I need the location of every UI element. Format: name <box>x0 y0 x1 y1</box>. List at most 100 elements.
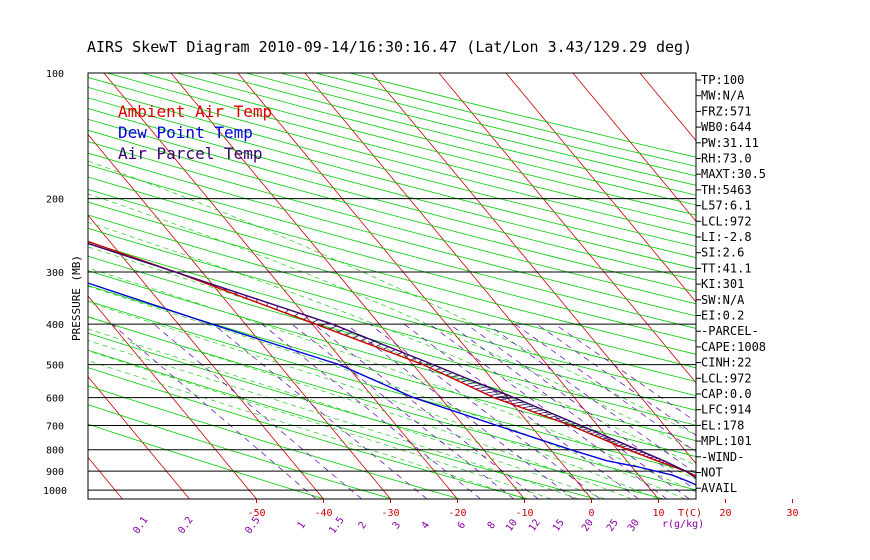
index-label: MAXT:30.5 <box>701 167 766 181</box>
dry-adiabat-line <box>88 129 696 293</box>
index-label: TH:5463 <box>701 183 752 197</box>
bottom-temp-label: 30 <box>786 508 798 519</box>
mixing-ratio-label: 0.2 <box>176 515 195 536</box>
isotherm-line <box>572 73 696 222</box>
cape-hatch <box>382 346 389 350</box>
index-label: KI:301 <box>701 277 744 291</box>
cape-hatch <box>522 405 534 409</box>
index-label: FRZ:571 <box>701 104 752 118</box>
dry-adiabat-line <box>88 270 696 442</box>
mixing-ratio-label: 4 <box>420 520 432 531</box>
dry-adiabat-line <box>88 404 393 499</box>
index-label: LCL:972 <box>701 371 752 385</box>
pressure-tick-label: 400 <box>46 320 64 331</box>
isotherm-line <box>304 73 659 499</box>
index-label: LFC:914 <box>701 403 752 417</box>
mixing-ratio-label: 20 <box>580 517 596 533</box>
cape-hatch <box>489 392 504 396</box>
pressure-tick-label: 200 <box>46 195 64 206</box>
isotherm-line <box>88 376 190 499</box>
dry-adiabat-line <box>88 97 696 259</box>
mixing-ratio-line <box>536 323 696 436</box>
mixing-ratio-line <box>213 323 428 499</box>
index-label: -WIND- <box>701 450 744 464</box>
cape-hatch <box>311 319 319 324</box>
index-label: TT:41.1 <box>701 261 752 275</box>
isotherm-line <box>88 456 123 499</box>
mixing-ratio-label: 8 <box>486 520 498 531</box>
mixing-ratio-label: 2 <box>357 520 369 531</box>
dewpoint-line <box>88 282 696 486</box>
bottom-temp-label: -40 <box>314 508 332 519</box>
pressure-tick-label: 100 <box>46 69 64 80</box>
index-label: CINH:22 <box>701 356 752 370</box>
cape-hatch <box>445 372 454 376</box>
dry-adiabat-line <box>88 255 696 426</box>
legend: Ambient Air Temp Dew Point Temp Air Parcel… <box>118 102 272 163</box>
mixing-ratio-label: 30 <box>626 517 642 533</box>
legend-entry: Ambient Air Temp <box>118 102 272 121</box>
index-label: L57:6.1 <box>701 199 752 213</box>
dry-adiabat-line <box>88 227 696 397</box>
index-label: MPL:101 <box>701 434 752 448</box>
bottom-temp-label: -50 <box>247 508 265 519</box>
cape-hatch <box>511 401 525 405</box>
cape-hatch <box>294 312 299 317</box>
mixing-ratio-label: 15 <box>551 517 567 533</box>
cape-hatch <box>440 369 448 374</box>
dry-adiabat-line <box>88 108 696 270</box>
dry-adiabat-line <box>88 385 461 499</box>
sounding-data <box>88 240 696 486</box>
pressure-tick-label: 600 <box>46 394 64 405</box>
mixing-ratio-line <box>369 323 601 499</box>
index-label: WB0:644 <box>701 120 752 134</box>
index-label: -PARCEL- <box>701 324 759 338</box>
mixing-ratio-line <box>261 323 481 499</box>
mixing-ratio-label: 6 <box>456 520 468 531</box>
isotherm-line <box>170 73 525 499</box>
dry-adiabat-line <box>88 214 696 383</box>
pressure-tick-label: 500 <box>46 361 64 372</box>
index-label: SI:2.6 <box>701 246 744 260</box>
cape-hatch <box>475 386 488 390</box>
cape-hatch <box>484 390 499 394</box>
dry-adiabat-line <box>88 285 696 457</box>
cape-hatch <box>435 367 442 371</box>
index-label: TP:100 <box>701 73 744 87</box>
cape-hatch <box>360 337 368 342</box>
dry-adiabat-line <box>88 86 696 248</box>
mixing-ratio-label: 3 <box>391 520 403 531</box>
isotherm-line <box>371 73 696 465</box>
mixing-ratio-line <box>554 323 696 423</box>
index-label: EL:178 <box>701 418 744 432</box>
index-label: NOT <box>701 466 723 480</box>
isotherm-line <box>88 295 257 499</box>
pressure-tick-label: 1000 <box>43 486 67 497</box>
cape-hatch <box>460 379 471 383</box>
legend-entry: Dew Point Temp <box>118 123 253 142</box>
chart-title: AIRS SkewT Diagram 2010-09-14/16:30:16.4… <box>87 38 692 56</box>
cape-hatch <box>320 322 329 327</box>
index-label: EI:0.2 <box>701 309 744 323</box>
mixing-ratio-line <box>111 323 317 499</box>
y-axis-label: PRESSURE (MB) <box>70 255 83 341</box>
moist-adiabat-line <box>88 315 632 499</box>
cape-hatch <box>352 334 360 339</box>
cape-hatch <box>470 384 482 388</box>
moist-adiabat-line <box>88 246 696 480</box>
mixing-ratio-label: 10 <box>504 517 520 533</box>
cape-hatch <box>455 377 465 381</box>
cape-hatch <box>543 413 553 417</box>
isotherm-line <box>237 73 592 499</box>
isotherm-line <box>438 73 696 384</box>
pressure-tick-label: 300 <box>46 268 64 279</box>
moist-adiabat-line <box>88 221 696 466</box>
legend-entry: Air Parcel Temp <box>118 144 263 163</box>
moist-adiabat-line <box>88 301 659 499</box>
isotherm-line <box>88 214 324 499</box>
mixing-ratio-line <box>345 323 575 499</box>
cape-hatch <box>375 343 382 348</box>
mixing-ratio-unit: r(g/kg) <box>662 519 704 530</box>
